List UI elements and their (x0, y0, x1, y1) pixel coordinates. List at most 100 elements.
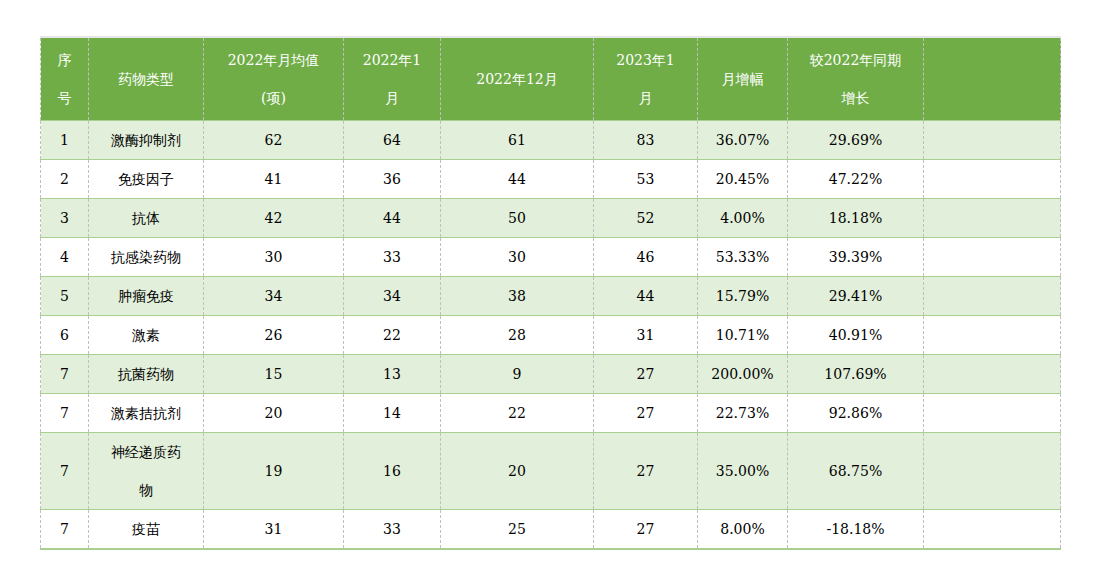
cell-2023-jan: 27 (594, 433, 698, 510)
cell-empty (924, 199, 1061, 238)
cell-index: 7 (41, 394, 89, 433)
cell-index: 7 (41, 355, 89, 394)
cell-2022-avg: 31 (204, 510, 344, 550)
col-header-month-growth: 月增幅 (698, 37, 788, 121)
table-row: 7 疫苗 31 33 25 27 8.00% -18.18% (41, 510, 1061, 550)
cell-2022-dec: 28 (441, 316, 594, 355)
cell-drug-type: 神经递质药 物 (89, 433, 204, 510)
cell-drug-type: 抗体 (89, 199, 204, 238)
cell-2022-avg: 41 (204, 160, 344, 199)
drug-monthly-stats-table: 序 号 药物类型 2022年月均值 (项) 2022年1 月 2022年12月 … (40, 36, 1061, 550)
cell-2023-jan: 46 (594, 238, 698, 277)
cell-drug-type: 激素拮抗剂 (89, 394, 204, 433)
col-header-2023-jan: 2023年1 月 (594, 37, 698, 121)
cell-drug-type: 肿瘤免疫 (89, 277, 204, 316)
cell-drug-type: 抗菌药物 (89, 355, 204, 394)
cell-2022-dec: 50 (441, 199, 594, 238)
col-header-drug-type: 药物类型 (89, 37, 204, 121)
cell-month-growth: 8.00% (698, 510, 788, 550)
cell-yoy-growth: 40.91% (788, 316, 924, 355)
cell-drug-type: 激酶抑制剂 (89, 121, 204, 160)
document-page: 序 号 药物类型 2022年月均值 (项) 2022年1 月 2022年12月 … (0, 0, 1098, 574)
cell-yoy-growth: 68.75% (788, 433, 924, 510)
cell-2023-jan: 27 (594, 394, 698, 433)
cell-month-growth: 22.73% (698, 394, 788, 433)
cell-index: 5 (41, 277, 89, 316)
table-row: 5 肿瘤免疫 34 34 38 44 15.79% 29.41% (41, 277, 1061, 316)
cell-2022-jan: 14 (344, 394, 441, 433)
cell-2022-dec: 30 (441, 238, 594, 277)
cell-empty (924, 433, 1061, 510)
cell-2023-jan: 53 (594, 160, 698, 199)
cell-2022-jan: 16 (344, 433, 441, 510)
cell-2022-jan: 33 (344, 510, 441, 550)
cell-2023-jan: 27 (594, 355, 698, 394)
cell-month-growth: 15.79% (698, 277, 788, 316)
cell-2022-dec: 9 (441, 355, 594, 394)
cell-index: 2 (41, 160, 89, 199)
cell-2023-jan: 83 (594, 121, 698, 160)
cell-drug-type: 抗感染药物 (89, 238, 204, 277)
cell-empty (924, 238, 1061, 277)
cell-empty (924, 277, 1061, 316)
cell-2022-dec: 25 (441, 510, 594, 550)
cell-2022-dec: 44 (441, 160, 594, 199)
cell-empty (924, 160, 1061, 199)
cell-yoy-growth: 47.22% (788, 160, 924, 199)
col-header-2022-jan: 2022年1 月 (344, 37, 441, 121)
col-header-2022-monthly-avg: 2022年月均值 (项) (204, 37, 344, 121)
cell-yoy-growth: 107.69% (788, 355, 924, 394)
cell-yoy-growth: -18.18% (788, 510, 924, 550)
col-header-empty (924, 37, 1061, 121)
cell-index: 4 (41, 238, 89, 277)
cell-2022-avg: 30 (204, 238, 344, 277)
header-row: 序 号 药物类型 2022年月均值 (项) 2022年1 月 2022年12月 … (41, 37, 1061, 121)
cell-2022-jan: 22 (344, 316, 441, 355)
cell-2023-jan: 44 (594, 277, 698, 316)
table-row: 7 神经递质药 物 19 16 20 27 35.00% 68.75% (41, 433, 1061, 510)
table-row: 1 激酶抑制剂 62 64 61 83 36.07% 29.69% (41, 121, 1061, 160)
cell-2022-jan: 34 (344, 277, 441, 316)
table-row: 7 激素拮抗剂 20 14 22 27 22.73% 92.86% (41, 394, 1061, 433)
cell-index: 1 (41, 121, 89, 160)
cell-2023-jan: 52 (594, 199, 698, 238)
cell-2022-jan: 36 (344, 160, 441, 199)
table-row: 7 抗菌药物 15 13 9 27 200.00% 107.69% (41, 355, 1061, 394)
cell-month-growth: 53.33% (698, 238, 788, 277)
cell-yoy-growth: 92.86% (788, 394, 924, 433)
cell-yoy-growth: 39.39% (788, 238, 924, 277)
cell-empty (924, 316, 1061, 355)
cell-index: 7 (41, 510, 89, 550)
cell-2022-avg: 62 (204, 121, 344, 160)
cell-yoy-growth: 29.41% (788, 277, 924, 316)
cell-month-growth: 35.00% (698, 433, 788, 510)
table-row: 2 免疫因子 41 36 44 53 20.45% 47.22% (41, 160, 1061, 199)
cell-2022-dec: 61 (441, 121, 594, 160)
cell-2022-avg: 15 (204, 355, 344, 394)
cell-2022-dec: 20 (441, 433, 594, 510)
cell-2022-avg: 26 (204, 316, 344, 355)
table-row: 6 激素 26 22 28 31 10.71% 40.91% (41, 316, 1061, 355)
cell-2022-jan: 64 (344, 121, 441, 160)
cell-2022-jan: 44 (344, 199, 441, 238)
cell-month-growth: 4.00% (698, 199, 788, 238)
cell-2022-jan: 13 (344, 355, 441, 394)
cell-drug-type: 疫苗 (89, 510, 204, 550)
cell-2022-avg: 20 (204, 394, 344, 433)
col-header-yoy-growth: 较2022年同期 增长 (788, 37, 924, 121)
cell-empty (924, 394, 1061, 433)
cell-empty (924, 121, 1061, 160)
cell-drug-type: 激素 (89, 316, 204, 355)
table-row: 4 抗感染药物 30 33 30 46 53.33% 39.39% (41, 238, 1061, 277)
cell-index: 7 (41, 433, 89, 510)
cell-2022-dec: 22 (441, 394, 594, 433)
col-header-index: 序 号 (41, 37, 89, 121)
cell-2022-avg: 42 (204, 199, 344, 238)
table-header: 序 号 药物类型 2022年月均值 (项) 2022年1 月 2022年12月 … (41, 37, 1061, 121)
cell-2022-jan: 33 (344, 238, 441, 277)
cell-month-growth: 200.00% (698, 355, 788, 394)
cell-index: 6 (41, 316, 89, 355)
table-body: 1 激酶抑制剂 62 64 61 83 36.07% 29.69% 2 免疫因子… (41, 121, 1061, 550)
cell-2022-avg: 34 (204, 277, 344, 316)
cell-yoy-growth: 18.18% (788, 199, 924, 238)
